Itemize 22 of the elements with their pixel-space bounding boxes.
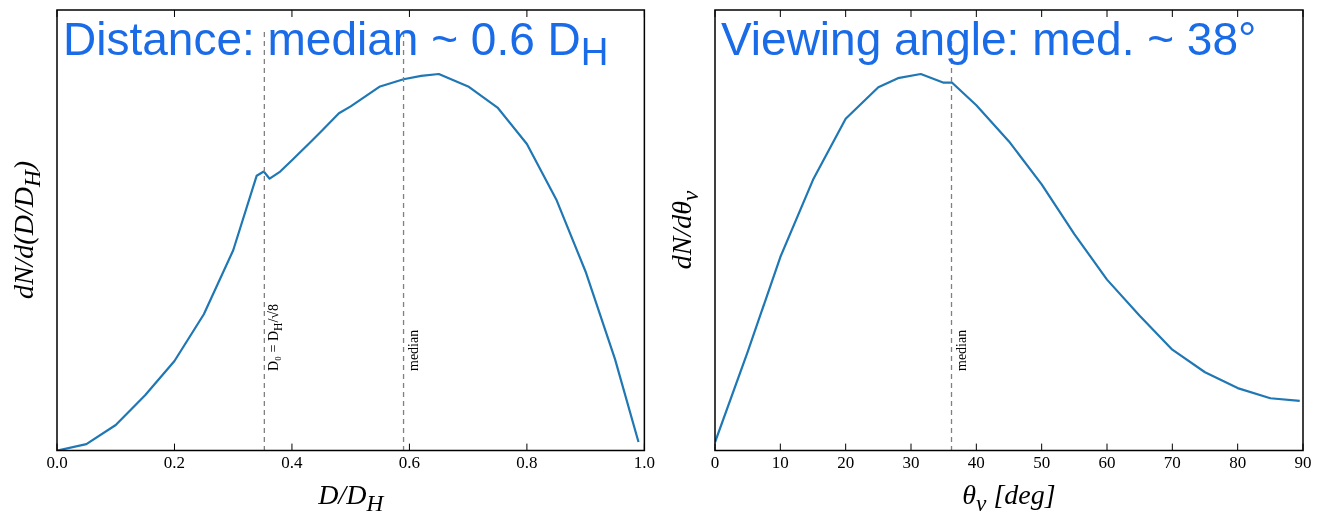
x-axis-title: D/D$_{H}$ <box>318 478 384 517</box>
x-tick-label: 70 <box>1163 453 1181 473</box>
x-tick-label: 80 <box>1229 453 1247 473</box>
x-tick-label: 1.0 <box>633 453 655 473</box>
chart-title: Viewing angle: med. ~ 38° <box>721 13 1257 65</box>
chart-title: Distance: median ~ 0.6 D$_{H}$ <box>63 13 609 74</box>
x-tick-label: 0 <box>710 453 720 473</box>
ref-line-label: median <box>953 329 970 371</box>
x-tick-label: 90 <box>1294 453 1312 473</box>
x-tick-label: 10 <box>771 453 789 473</box>
x-tick-label: 0.0 <box>46 453 68 473</box>
x-tick-label: 60 <box>1098 453 1116 473</box>
x-tick-label: 50 <box>1033 453 1051 473</box>
x-tick-label: 0.4 <box>281 453 304 473</box>
x-tick-label: 20 <box>837 453 855 473</box>
x-axis-title: θ$_{v}$ [deg] <box>962 478 1056 517</box>
x-tick-label: 30 <box>902 453 920 473</box>
ref-line-label: median <box>405 329 422 371</box>
x-tick-label: 0.8 <box>516 453 538 473</box>
x-tick-label: 0.2 <box>163 453 186 473</box>
x-tick-label: 40 <box>967 453 985 473</box>
x-tick-label: 0.6 <box>398 453 421 473</box>
